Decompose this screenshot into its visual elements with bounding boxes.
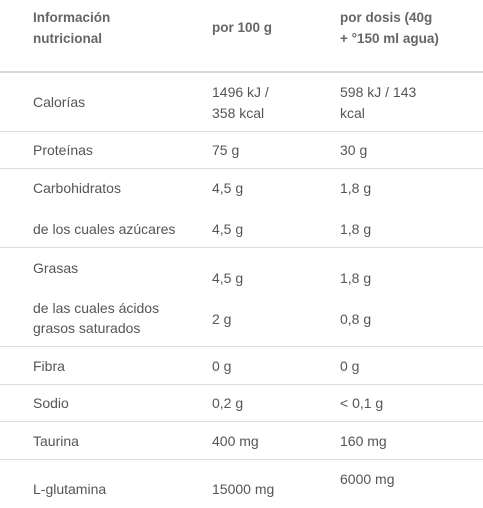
row-divider	[0, 459, 483, 460]
row-label-calories: Calorías	[33, 94, 86, 110]
row-label-saturated-fats-line2: grasos saturados	[33, 320, 141, 336]
row-label-saturated-fats-line1: de las cuales ácidos	[33, 300, 160, 316]
sugars-dose: 1,8 g	[340, 221, 372, 237]
row-divider	[0, 131, 483, 132]
row-divider	[0, 421, 483, 422]
calories-per100-line2: 358 kcal	[212, 105, 265, 121]
fiber-dose: 0 g	[340, 358, 360, 374]
row-label-fats: Grasas	[33, 260, 79, 276]
row-divider	[0, 384, 483, 385]
fats-dose: 1,8 g	[340, 270, 372, 286]
header-per-dose-line1: por dosis (40g	[340, 10, 433, 25]
sodium-dose: < 0,1 g	[340, 395, 384, 411]
row-label-sugars: de los cuales azúcares	[33, 221, 176, 237]
header-per-dose-line2: + °150 ml agua)	[340, 31, 439, 46]
carbs-per100: 4,5 g	[212, 180, 244, 196]
row-label-sodium: Sodio	[33, 395, 69, 411]
row-divider	[0, 247, 483, 248]
carbs-dose: 1,8 g	[340, 180, 372, 196]
saturated-per100: 2 g	[212, 311, 232, 327]
row-label-proteins: Proteínas	[33, 142, 93, 158]
proteins-per100: 75 g	[212, 142, 240, 158]
sugars-per100: 4,5 g	[212, 221, 244, 237]
sodium-per100: 0,2 g	[212, 395, 244, 411]
calories-dose-line1: 598 kJ / 143	[340, 84, 417, 100]
row-label-glutamine: L-glutamina	[33, 481, 107, 497]
taurine-dose: 160 mg	[340, 433, 387, 449]
saturated-dose: 0,8 g	[340, 311, 372, 327]
row-label-carbs: Carbohidratos	[33, 180, 121, 196]
header-per-100g: por 100 g	[212, 20, 273, 35]
row-divider	[0, 346, 483, 347]
proteins-dose: 30 g	[340, 142, 368, 158]
row-divider	[0, 168, 483, 169]
glutamine-dose: 6000 mg	[340, 471, 395, 487]
header-nutrition-info-line2: nutricional	[33, 31, 103, 46]
row-label-fiber: Fibra	[33, 358, 65, 374]
fats-per100: 4,5 g	[212, 270, 244, 286]
calories-dose-line2: kcal	[340, 105, 365, 121]
glutamine-per100: 15000 mg	[212, 481, 275, 497]
header-divider	[0, 71, 483, 73]
fiber-per100: 0 g	[212, 358, 232, 374]
taurine-per100: 400 mg	[212, 433, 259, 449]
calories-per100-line1: 1496 kJ /	[212, 84, 269, 100]
header-nutrition-info-line1: Información	[33, 10, 111, 25]
row-label-taurine: Taurina	[33, 433, 79, 449]
